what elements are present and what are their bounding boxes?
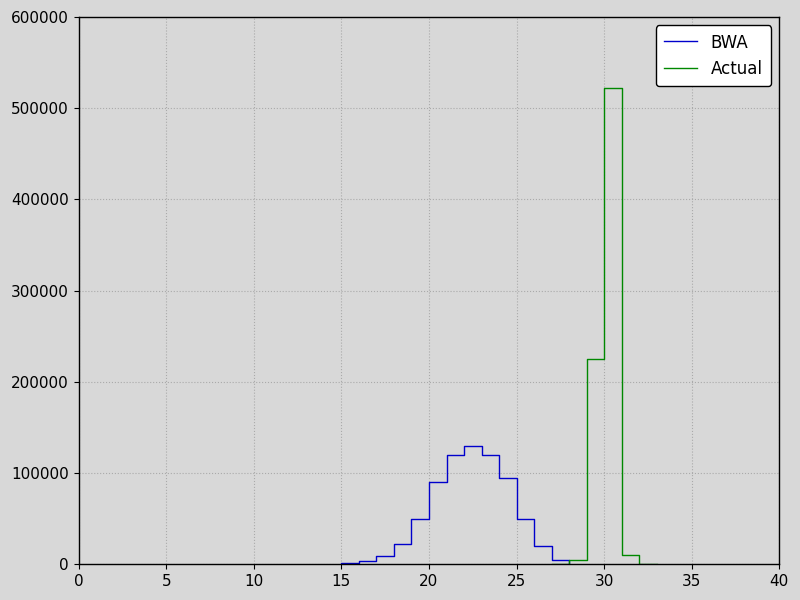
Actual (634, 560, 644, 568)
Actual (617, 551, 626, 559)
Actual (546, 560, 556, 568)
Legend: BWA, Actual: BWA, Actual (655, 25, 771, 86)
BWA (459, 442, 469, 449)
Actual (582, 355, 591, 362)
BWA (530, 542, 539, 550)
BWA (424, 479, 434, 486)
BWA (494, 474, 504, 481)
BWA (512, 515, 522, 522)
Line: Actual: Actual (551, 88, 657, 564)
BWA (337, 559, 346, 566)
BWA (372, 553, 382, 560)
Actual (652, 560, 662, 568)
BWA (389, 541, 398, 548)
BWA (406, 515, 416, 522)
Actual (599, 85, 609, 92)
BWA (442, 451, 451, 458)
BWA (337, 560, 346, 568)
Actual (546, 560, 556, 568)
Line: BWA: BWA (342, 446, 569, 564)
Actual (564, 556, 574, 563)
BWA (546, 556, 556, 563)
BWA (477, 451, 486, 458)
BWA (354, 557, 364, 564)
BWA (564, 560, 574, 568)
